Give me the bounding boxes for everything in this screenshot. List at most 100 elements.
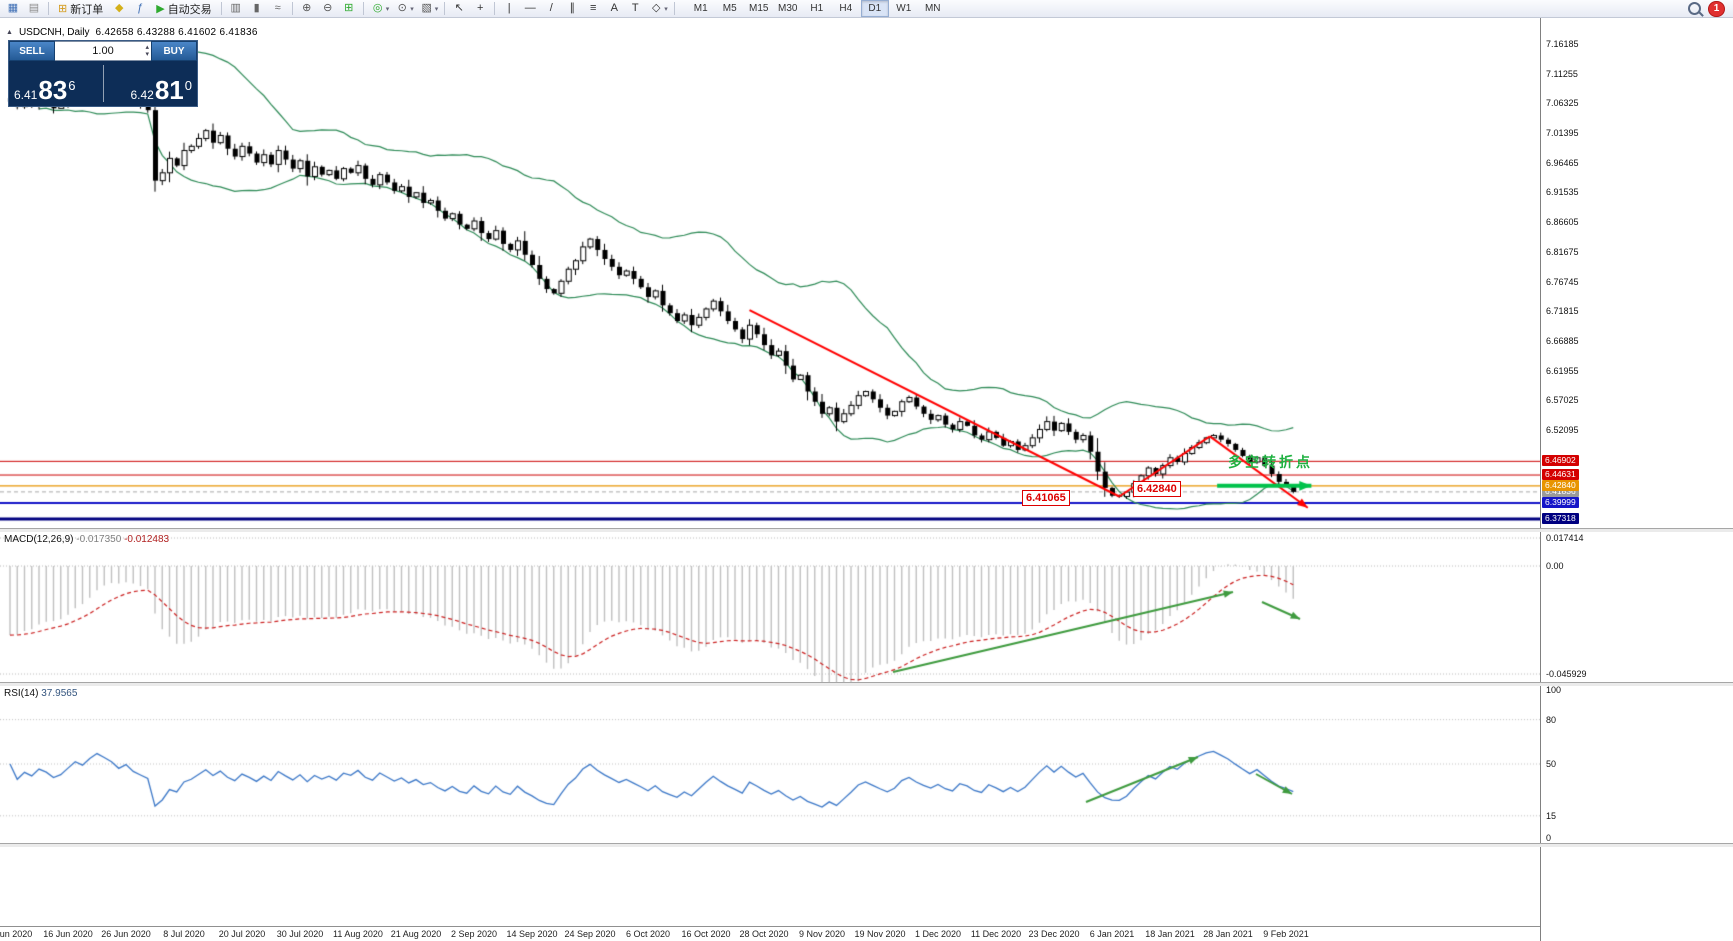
price-divider (103, 65, 104, 102)
macd-main-value: -0.017350 (76, 534, 122, 545)
rsi-axis-label: 100 (1546, 685, 1562, 695)
experts-icon[interactable]: ƒ (137, 2, 144, 14)
autotrading-button[interactable]: ▶ 自动交易 (151, 1, 216, 17)
horizontal-line-icon[interactable]: — (524, 2, 536, 14)
timeframe-w1[interactable]: W1 (896, 3, 912, 14)
price-axis-label: 7.16185 (1546, 38, 1579, 49)
spinner-down-icon[interactable]: ▾ (145, 51, 149, 58)
zoom-in-icon[interactable]: ⊕ (302, 2, 312, 14)
level-price-callout[interactable]: 6.42840 (1133, 481, 1181, 497)
timeframe-m1[interactable]: M1 (693, 3, 708, 14)
price-tag[interactable]: 6.42840 (1542, 479, 1579, 491)
bar-chart-icon[interactable]: ▥ (230, 2, 241, 14)
rsi-panel: RSI(14) 37.9565 (0, 686, 1540, 843)
price-axis-label: 6.71815 (1546, 306, 1579, 317)
price-tag[interactable]: 6.44631 (1542, 469, 1579, 481)
crosshair-icon[interactable]: + (477, 2, 484, 14)
empty-panel (0, 847, 1540, 926)
rsi-canvas[interactable] (0, 686, 1540, 843)
shapes-icon-caret[interactable]: ▾ (664, 5, 668, 13)
main-chart-canvas[interactable] (0, 18, 1540, 528)
price-tag[interactable]: 6.39999 (1542, 496, 1579, 508)
timeframe-m5[interactable]: M5 (722, 3, 737, 14)
text-icon[interactable]: A (610, 2, 618, 14)
price-axis-label: 6.86605 (1546, 217, 1579, 228)
bid-price: 6.41 83 6 (14, 75, 76, 105)
macd-axis-label: 0.017414 (1546, 533, 1584, 543)
timeframe-h1[interactable]: H1 (810, 3, 824, 14)
templates-icon[interactable]: ▧ (421, 2, 432, 14)
price-axis[interactable]: 7.16185 7.11255 7.06325 7.01395 6.96465 6.915… (1540, 18, 1733, 941)
panel-splitter[interactable] (0, 682, 1733, 686)
panel-splitter[interactable] (0, 528, 1733, 532)
price-tag[interactable]: 6.41836 (1542, 485, 1579, 497)
date-axis-label: 23 Dec 2020 (1028, 929, 1080, 939)
tile-windows-icon[interactable]: ⊞ (344, 2, 354, 14)
trendline-icon[interactable]: / (549, 2, 553, 14)
time-axis[interactable]: 4 Jun 2020 16 Jun 2020 26 Jun 2020 8 Jul 20… (0, 926, 1540, 941)
periods-icon-caret[interactable]: ▾ (410, 5, 414, 13)
date-axis-label: 6 Jan 2021 (1089, 929, 1135, 939)
date-axis-label: 11 Dec 2020 (970, 929, 1022, 939)
macd-canvas[interactable] (0, 532, 1540, 682)
rsi-axis-label: 15 (1546, 810, 1557, 821)
templates-icon-caret[interactable]: ▾ (434, 5, 439, 13)
date-axis-label: 18 Jan 2021 (1145, 929, 1195, 939)
toolbar-separator (444, 2, 446, 15)
rsi-axis-label: 80 (1546, 714, 1557, 725)
volume-field[interactable]: 1.00 ▴ ▾ (55, 41, 151, 61)
rsi-name: RSI(14) (4, 688, 39, 699)
toolbar-separator (48, 2, 49, 15)
new-order-button[interactable]: ⊞ 新订单 (53, 1, 108, 17)
line-chart-icon[interactable]: ≈ (274, 2, 281, 14)
timeframe-h4[interactable]: H4 (839, 3, 853, 14)
buy-button[interactable]: BUY (151, 41, 197, 61)
zoom-out-icon[interactable]: ⊖ (323, 2, 333, 14)
search-icon[interactable] (1688, 2, 1701, 15)
date-axis-label: 1 Dec 2020 (914, 929, 962, 939)
timeframe-d1[interactable]: D1 (860, 0, 889, 17)
indicators-icon[interactable]: ◎ (372, 2, 383, 14)
metaeditor-icon[interactable]: ◆ (114, 2, 124, 14)
indicators-icon-caret[interactable]: ▾ (385, 5, 390, 13)
ask-price: 6.42 81 0 (130, 75, 192, 105)
date-axis-label: 9 Feb 2021 (1263, 929, 1309, 939)
price-axis-label: 7.11255 (1546, 68, 1578, 79)
price-axis-label: 6.81675 (1546, 246, 1579, 257)
spinner-up-icon[interactable]: ▴ (145, 44, 149, 51)
low-price-callout[interactable]: 6.41065 (1022, 490, 1070, 506)
channel-icon[interactable]: ∥ (569, 2, 575, 14)
notification-badge[interactable]: 1 (1708, 0, 1725, 17)
timeframe-m30[interactable]: M30 (778, 3, 798, 14)
label-icon[interactable]: T (631, 2, 639, 14)
toolbar-right-group: 1 (1688, 0, 1730, 17)
rsi-axis-label: 50 (1546, 759, 1557, 769)
collapse-arrow-icon[interactable]: ▲ (6, 29, 13, 36)
date-axis-label: 8 Jul 2020 (163, 929, 205, 939)
periods-icon[interactable]: ⊙ (397, 2, 407, 14)
volume-spinner[interactable]: ▴ ▾ (145, 44, 149, 58)
sell-button[interactable]: SELL (9, 41, 55, 61)
fibonacci-icon[interactable]: ≡ (590, 2, 597, 14)
new-chart-icon[interactable]: ▦ (7, 2, 19, 14)
vertical-line-icon[interactable]: | (507, 2, 511, 14)
rsi-label: RSI(14) 37.9565 (4, 688, 77, 699)
profiles-icon[interactable]: ▤ (28, 2, 40, 14)
one-click-trading-panel: SELL 1.00 ▴ ▾ BUY 6.41 83 6 6.42 81 0 (8, 40, 198, 107)
date-axis-label: 2 Sep 2020 (450, 929, 498, 939)
date-axis-label: 4 Jun 2020 (0, 929, 33, 939)
candlestick-icon[interactable]: ▮ (253, 2, 260, 14)
turning-point-annotation[interactable]: 多空转折点 (1228, 454, 1313, 470)
toolbar-separator (673, 2, 675, 15)
price-axis-label: 7.01395 (1546, 128, 1579, 139)
price-tag[interactable]: 6.46902 (1542, 455, 1579, 467)
shapes-icon[interactable]: ◇ (652, 2, 661, 14)
new-order-button-label: 新订单 (70, 3, 104, 16)
timeframe-m15[interactable]: M15 (749, 3, 769, 14)
panel-splitter[interactable] (0, 843, 1733, 847)
price-tag[interactable]: 6.37318 (1542, 513, 1579, 525)
timeframe-mn[interactable]: MN (924, 3, 941, 14)
cursor-icon[interactable]: ↖ (454, 2, 464, 14)
price-axis-label: 6.57025 (1546, 395, 1579, 406)
